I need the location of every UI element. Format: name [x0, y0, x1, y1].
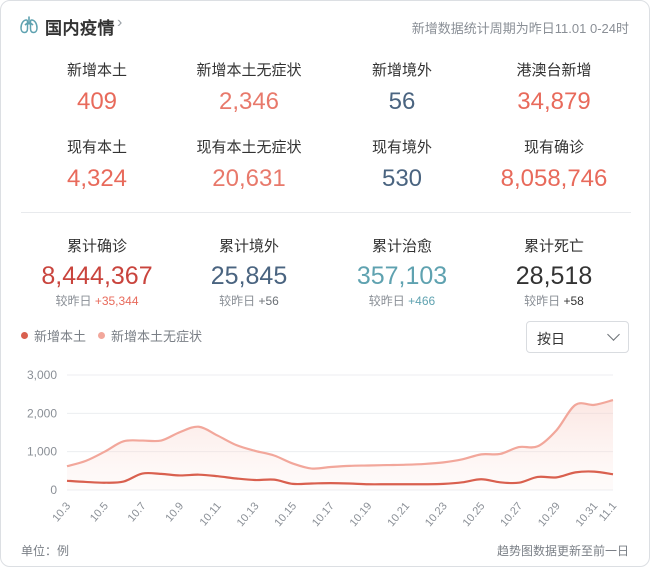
stat-change: 较昨日 +35,344 [21, 292, 173, 309]
stat-current-imported: 现有境外 530 [326, 136, 478, 193]
x-tick-label: 10.27 [498, 500, 525, 529]
trend-chart: 0 1,000 2,000 3,000 10.3 10.5 10.7 10.9 10.11 10.… [27, 368, 619, 529]
y-tick-label: 3,000 [27, 368, 57, 382]
change-prefix: 较昨日 [368, 294, 405, 308]
change-prefix: 较昨日 [55, 294, 92, 308]
chevron-down-icon [607, 328, 620, 341]
stat-value: 25,845 [210, 262, 288, 290]
stat-label: 现有本土 [66, 139, 127, 156]
x-tick-label: 10.9 [163, 500, 186, 524]
cumulative-confirmed: 累计确诊 8,444,367 较昨日 +35,344 [21, 235, 173, 309]
stat-value: 20,631 [212, 165, 286, 192]
stat-new-imported: 新增境外 56 [326, 59, 478, 116]
x-tick-label: 10.15 [272, 500, 299, 529]
stats-period-note: 新增数据统计周期为昨日11.01 0-24时 [411, 21, 629, 36]
x-tick-label: 10.19 [348, 500, 375, 529]
x-tick-label: 10.13 [235, 500, 262, 529]
stat-label: 累计治愈 [371, 238, 432, 255]
stat-label: 新增本土 [66, 62, 127, 79]
stat-label: 现有本土无症状 [196, 139, 302, 156]
x-tick-label: 10.23 [423, 500, 450, 529]
series-area [67, 400, 613, 490]
cumulative-recovered: 累计治愈 357,103 较昨日 +466 [326, 235, 478, 309]
x-tick-label: 10.7 [126, 500, 149, 524]
stat-new-hk-macao-taiwan: 港澳台新增 34,879 [478, 59, 630, 116]
stat-value: 28,518 [515, 262, 593, 290]
page-title[interactable]: 国内疫情 [45, 19, 115, 38]
legend-label: 新增本土 [34, 329, 87, 344]
x-tick-label: 10.5 [88, 500, 111, 524]
stat-change: 较昨日 +58 [478, 292, 630, 309]
x-tick-label: 10.29 [536, 500, 563, 529]
stat-value: 409 [76, 88, 118, 115]
stat-current-confirmed: 现有确诊 8,058,746 [478, 136, 630, 193]
divider [21, 212, 631, 213]
y-tick-label: 1,000 [27, 445, 57, 459]
stat-value: 357,103 [356, 262, 448, 290]
lungs-icon [20, 16, 38, 34]
stat-label: 累计确诊 [66, 238, 127, 255]
legend-item-new-local-asymptomatic[interactable]: 新增本土无症状 [98, 326, 202, 345]
series-line [66, 399, 614, 470]
change-value: +58 [563, 294, 584, 308]
cumulative-imported: 累计境外 25,845 较昨日 +56 [173, 235, 325, 309]
series-line [66, 470, 614, 486]
legend-label: 新增本土无症状 [111, 329, 203, 344]
legend-dot [21, 332, 28, 339]
stat-label: 累计境外 [218, 238, 279, 255]
x-tick-label: 10.25 [461, 500, 488, 529]
header: 国内疫情 › 新增数据统计周期为昨日11.01 0-24时 [1, 1, 649, 51]
x-tick-label: 10.3 [50, 500, 73, 524]
stat-label: 新增境外 [371, 62, 432, 79]
stat-value: 56 [388, 88, 416, 115]
stat-current-local: 现有本土 4,324 [21, 136, 173, 193]
stat-value: 2,346 [218, 88, 280, 115]
change-prefix: 较昨日 [524, 294, 561, 308]
range-select[interactable]: 按日 [526, 321, 629, 353]
change-value: +466 [408, 294, 436, 308]
x-tick-label: 10.21 [385, 500, 412, 529]
change-prefix: 较昨日 [219, 294, 256, 308]
stat-label: 累计死亡 [523, 238, 584, 255]
x-tick-label: 11.1 [597, 500, 619, 523]
range-select-value: 按日 [537, 331, 565, 347]
stat-new-local-asymptomatic: 新增本土无症状 2,346 [173, 59, 325, 116]
unit-label: 单位：例 [21, 544, 70, 558]
stat-current-local-asymptomatic: 现有本土无症状 20,631 [173, 136, 325, 193]
x-tick-label: 10.31 [574, 500, 601, 529]
stat-value: 8,058,746 [500, 165, 608, 192]
stat-change: 较昨日 +466 [326, 292, 478, 309]
stat-label: 港澳台新增 [516, 62, 592, 79]
change-value: +56 [258, 294, 279, 308]
stat-value: 530 [381, 165, 423, 192]
change-value: +35,344 [94, 294, 139, 308]
stat-label: 现有确诊 [523, 139, 584, 156]
chevron-right-icon[interactable]: › [117, 14, 123, 31]
stat-change: 较昨日 +56 [173, 292, 325, 309]
chart-legend: 新增本土 新增本土无症状 [21, 326, 214, 345]
legend-dot [98, 332, 106, 339]
x-tick-label: 10.11 [198, 500, 224, 528]
stat-label: 现有境外 [371, 139, 432, 156]
stat-value: 34,879 [517, 88, 591, 115]
stat-new-local: 新增本土 409 [21, 59, 173, 116]
legend-item-new-local[interactable]: 新增本土 [21, 326, 86, 345]
y-tick-label: 2,000 [27, 406, 57, 420]
cumulative-deaths: 累计死亡 28,518 较昨日 +58 [478, 235, 630, 309]
x-tick-label: 10.17 [310, 500, 337, 529]
update-note: 趋势图数据更新至前一日 [496, 544, 629, 558]
stat-value: 4,324 [66, 165, 128, 192]
stat-value: 8,444,367 [41, 262, 153, 290]
stat-label: 新增本土无症状 [196, 62, 302, 79]
y-tick-label: 0 [50, 483, 57, 497]
